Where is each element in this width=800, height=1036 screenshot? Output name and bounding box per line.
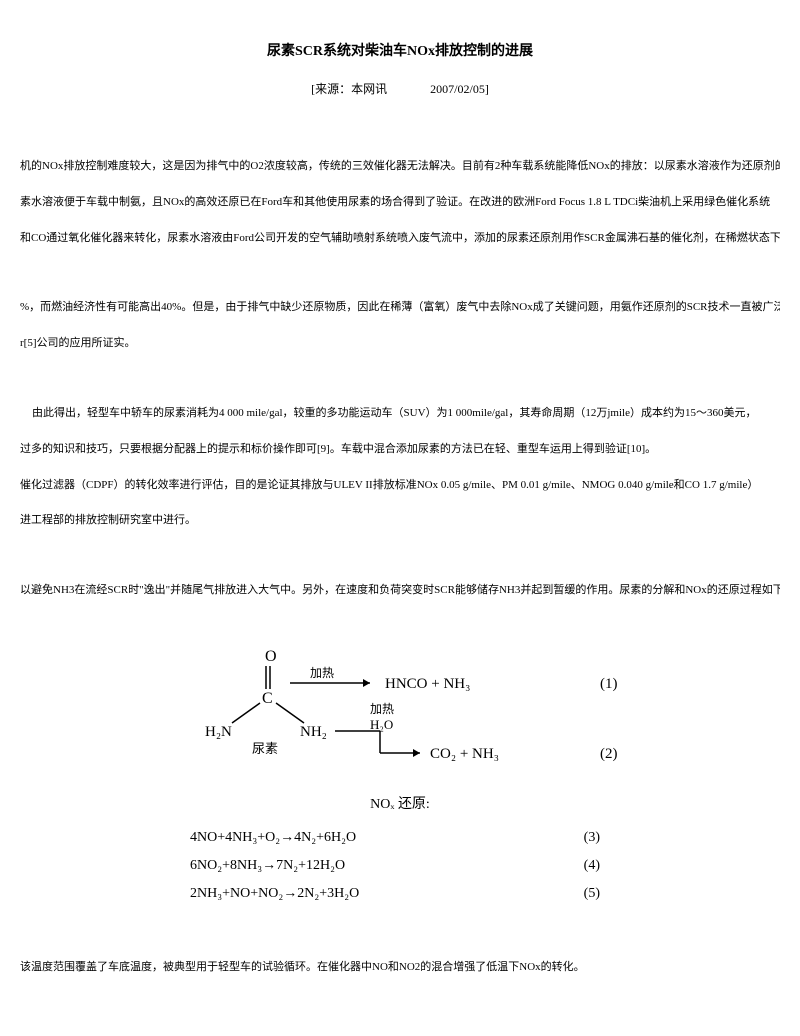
equation-4: 6NO₂+8NH₃→7N₂+12H₂O <box>190 852 345 880</box>
equation-5: 2NH₃+NO+NO₂→2N₂+3H₂O <box>190 880 359 908</box>
chemical-diagram: O C H₂N NH₂ 尿素 加热 HNCO + NH₃ (1) 加热 H₂O … <box>150 641 650 908</box>
paragraph-6: 由此得出，轻型车中轿车的尿素消耗为4 000 mile/gal，较重的多功能运动… <box>20 404 780 424</box>
source-date: 2007/02/05] <box>430 82 489 96</box>
eq-num-4: (4) <box>584 852 600 880</box>
nh2-left: H₂N <box>205 724 232 740</box>
source-prefix: [来源：本网讯 <box>311 82 387 96</box>
c-atom: C <box>262 690 273 707</box>
nox-reduction-label: NOₓ 还原: <box>150 791 650 819</box>
document-source: [来源：本网讯 2007/02/05] <box>20 80 780 97</box>
product-1: HNCO + NH₃ <box>385 676 470 692</box>
paragraph-10: 以避免NH3在流经SCR时"逸出"并随尾气排放进入大气中。另外，在速度和负荷突变… <box>20 581 780 601</box>
heat-label-1: 加热 <box>310 666 334 680</box>
equation-block: NOₓ 还原: 4NO+4NH₃+O₂→4N₂+6H₂O (3) 6NO₂+8N… <box>150 791 650 908</box>
nh2-right: NH₂ <box>300 724 327 740</box>
urea-label: 尿素 <box>252 741 278 756</box>
urea-structure-svg: O C H₂N NH₂ 尿素 加热 HNCO + NH₃ (1) 加热 H₂O … <box>170 641 630 781</box>
document-title: 尿素SCR系统对柴油车NOx排放控制的进展 <box>20 40 780 60</box>
paragraph-7: 过多的知识和技巧，只要根据分配器上的提示和标价操作即可[9]。车载中混合添加尿素… <box>20 440 780 460</box>
o-atom: O <box>265 648 277 665</box>
paragraph-5: r[5]公司的应用所证实。 <box>20 334 780 354</box>
paragraph-4: %，而燃油经济性有可能高出40%。但是，由于排气中缺少还原物质，因此在稀薄（富氧… <box>20 298 780 318</box>
paragraph-11: 该温度范围覆盖了车底温度，被典型用于轻型车的试验循环。在催化器中NO和NO2的混… <box>20 958 780 978</box>
eq-num-3: (3) <box>584 824 600 852</box>
paragraph-1: 机的NOx排放控制难度较大，这是因为排气中的O2浓度较高，传统的三效催化器无法解… <box>20 157 780 177</box>
paragraph-2: 素水溶液便于车载中制氨，且NOx的高效还原已在Ford车和其他使用尿素的场合得到… <box>20 193 780 213</box>
paragraph-9: 进工程部的排放控制研究室中进行。 <box>20 511 780 531</box>
paragraph-8: 催化过滤器（CDPF）的转化效率进行评估，目的是论证其排放与ULEV II排放标… <box>20 476 780 496</box>
heat-label-2: 加热 <box>370 702 394 716</box>
eq-num-1: (1) <box>600 676 618 692</box>
product-2: CO₂ + NH₃ <box>430 746 499 762</box>
eq-num-5: (5) <box>584 880 600 908</box>
equation-3: 4NO+4NH₃+O₂→4N₂+6H₂O <box>190 824 356 852</box>
h2o-label: H₂O <box>370 717 393 732</box>
paragraph-3: 和CO通过氧化催化器来转化，尿素水溶液由Ford公司开发的空气辅助喷射系统喷入废… <box>20 229 780 249</box>
eq-num-2: (2) <box>600 746 618 762</box>
